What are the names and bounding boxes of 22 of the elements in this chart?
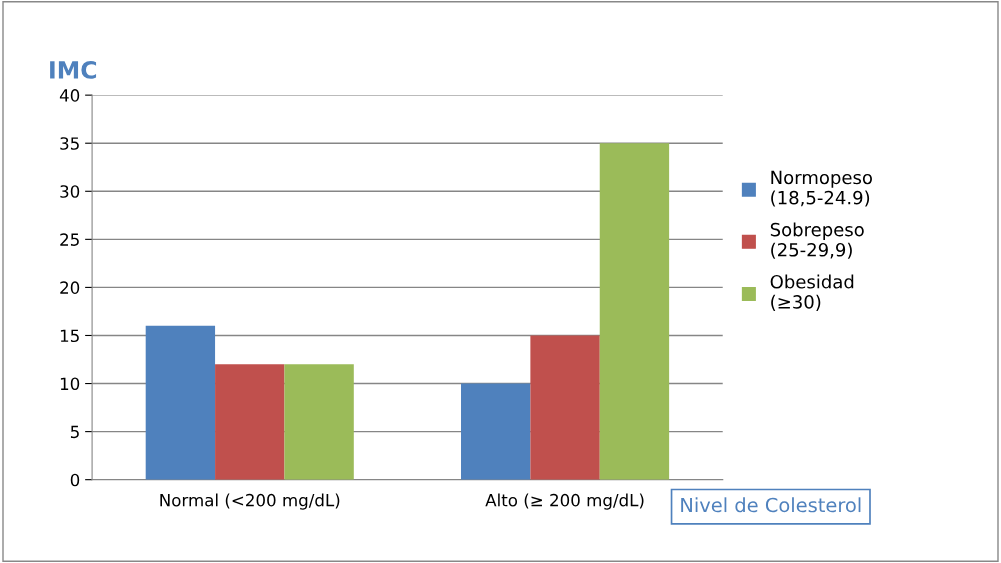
y-tick-label: 40 — [59, 89, 80, 102]
x-axis-title: Nivel de Colesterol — [681, 497, 861, 513]
y-tick-label: 0 — [70, 473, 80, 487]
legend-label: Sobrepeso (25-29,9) — [770, 222, 864, 259]
bar — [599, 143, 670, 480]
x-tick-label: Alto (≥ 200 mg/dL) — [485, 493, 644, 510]
legend-label: Normopeso (18,5-24.9) — [771, 170, 872, 207]
legend-label: Obesidad (≥30) — [770, 274, 854, 311]
y-tick-label: 15 — [60, 329, 79, 343]
y-tick-label: 20 — [60, 281, 80, 294]
bar — [215, 364, 285, 480]
bar — [530, 335, 600, 480]
y-tick-label: 10 — [60, 377, 80, 391]
bar — [284, 364, 354, 480]
bar — [145, 325, 216, 480]
bar — [461, 383, 531, 480]
y-tick-label: 30 — [60, 185, 80, 198]
chart-title: IMC — [50, 60, 97, 79]
y-tick-label: 5 — [70, 425, 79, 439]
x-tick-label: Normal (<200 mg/dL) — [160, 493, 340, 510]
y-tick-label: 25 — [60, 233, 79, 246]
y-tick-label: 35 — [60, 137, 79, 150]
